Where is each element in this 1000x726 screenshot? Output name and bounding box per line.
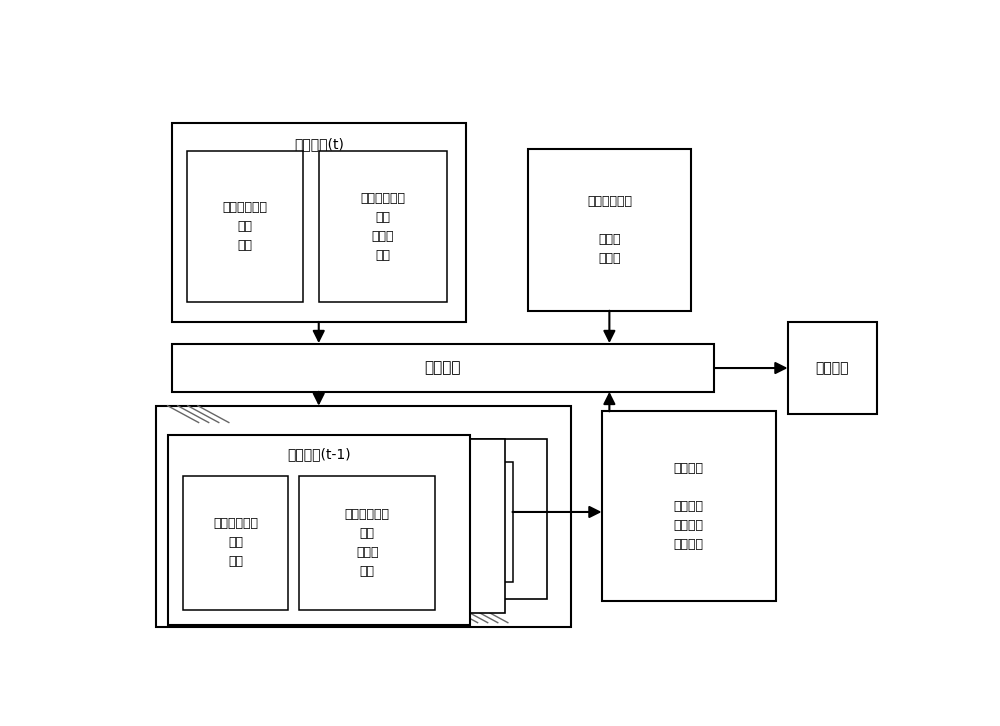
Text: 本张画面(t): 本张画面(t) — [294, 137, 344, 152]
Text: 相邻空间信息
边缘
相似度
面积: 相邻空间信息 边缘 相似度 面积 — [345, 507, 390, 578]
Bar — [183, 476, 288, 610]
Bar — [245, 439, 547, 599]
Bar — [528, 149, 691, 311]
Bar — [602, 412, 776, 601]
Text: 历史画面(t-1): 历史画面(t-1) — [287, 447, 351, 461]
Text: 历史画面(t-2): 历史画面(t-2) — [322, 452, 385, 465]
Text: 背景模型

静止画面
机率模型
混合模型: 背景模型 静止画面 机率模型 混合模型 — [674, 462, 704, 551]
Text: 对象切割参数

临界值
灵敏度: 对象切割参数 临界值 灵敏度 — [587, 195, 632, 265]
Text: 历史画面(t-n): 历史画面(t-n) — [364, 452, 428, 465]
Bar — [299, 476, 435, 610]
Bar — [319, 152, 447, 302]
Text: 相邻空间信息
边缘
相似度
面积: 相邻空间信息 边缘 相似度 面积 — [411, 486, 456, 557]
Bar — [187, 152, 303, 302]
Text: 对象切割: 对象切割 — [424, 361, 461, 375]
Bar — [168, 435, 470, 625]
Bar — [354, 462, 512, 582]
Text: 每个像素信息
亮度
颜色: 每个像素信息 亮度 颜色 — [223, 201, 268, 253]
Text: 相邻空间信息
边缘
相似度
面积: 相邻空间信息 边缘 相似度 面积 — [360, 192, 405, 262]
Bar — [172, 123, 466, 322]
Bar — [156, 406, 571, 627]
Bar — [172, 344, 714, 392]
Text: 影像光罩: 影像光罩 — [815, 361, 849, 375]
Text: 每个像素信息
亮度
颜色: 每个像素信息 亮度 颜色 — [213, 517, 258, 568]
Bar — [202, 439, 505, 613]
Bar — [788, 322, 877, 414]
